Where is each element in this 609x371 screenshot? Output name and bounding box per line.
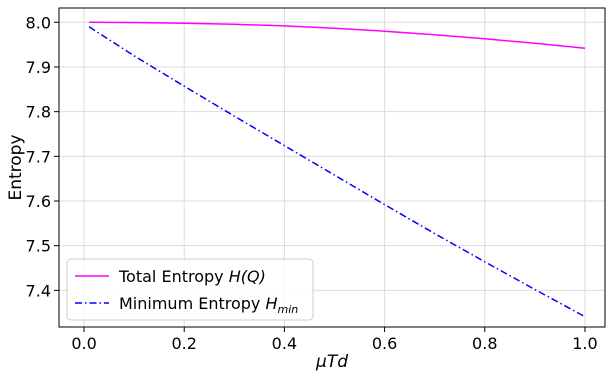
legend-entry: Minimum Entropy Hmin (119, 294, 298, 316)
plot-frame (58, 7, 606, 328)
y-tick-label: 8.0 (26, 13, 51, 32)
y-tick-label: 7.5 (26, 237, 51, 256)
y-tick-label: 7.7 (26, 147, 51, 166)
series-line (88, 26, 586, 318)
y-axis-ticks: 7.4 7.5 7.6 7.7 7.8 7.9 8.0 (26, 13, 59, 300)
x-axis-ticks: 0.0 0.2 0.4 0.6 0.8 1.0 (71, 327, 598, 353)
x-tick-label: 1.0 (572, 334, 597, 353)
series-line (89, 21, 586, 49)
x-axis-label: μTd (315, 352, 348, 371)
y-tick-label: 7.8 (26, 103, 51, 122)
x-tick-label: 0.4 (272, 334, 297, 353)
y-axis-label: Entropy (6, 134, 26, 200)
x-tick-label: 0.0 (71, 334, 96, 353)
y-tick-label: 7.9 (26, 58, 51, 77)
series-lines (88, 21, 586, 318)
x-tick-label: 0.8 (472, 334, 497, 353)
grid-lines (59, 8, 605, 327)
legend-box (66, 258, 314, 321)
legend-entry: Total Entropy H(Q) (118, 267, 266, 286)
y-tick-label: 7.6 (26, 192, 51, 211)
x-tick-label: 0.2 (172, 334, 197, 353)
y-tick-label: 7.4 (26, 281, 51, 300)
x-tick-label: 0.6 (372, 334, 397, 353)
legend: Total Entropy H(Q) Minimum Entropy Hmin (66, 258, 314, 321)
